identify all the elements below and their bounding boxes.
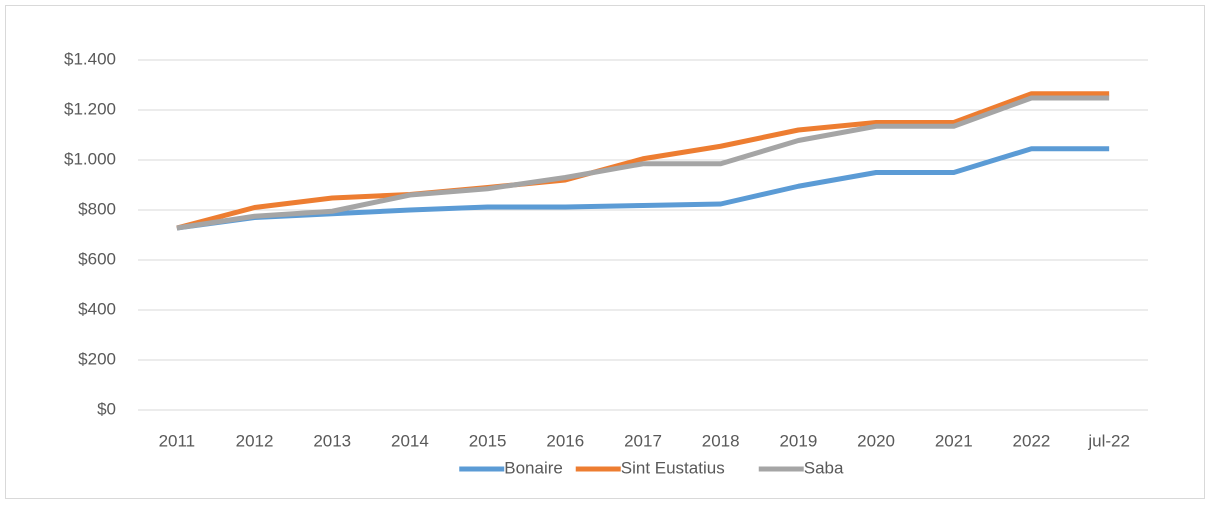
y-tick-label: $400	[78, 299, 116, 318]
y-tick-label: $1.000	[64, 149, 116, 168]
y-tick-label: $600	[78, 249, 116, 268]
x-tick-label: 2015	[469, 431, 507, 450]
y-tick-label: $200	[78, 349, 116, 368]
x-tick-label: jul-22	[1087, 431, 1130, 450]
x-tick-label: 2020	[857, 431, 895, 450]
x-tick-label: 2014	[391, 431, 429, 450]
x-tick-label: 2016	[546, 431, 584, 450]
x-tick-label: 2018	[702, 431, 740, 450]
legend-label: Saba	[804, 458, 844, 477]
x-tick-label: 2022	[1013, 431, 1051, 450]
x-tick-label: 2011	[159, 431, 196, 450]
x-tick-label: 2017	[624, 431, 662, 450]
legend-label: Sint Eustatius	[621, 458, 725, 477]
x-tick-label: 2021	[935, 431, 973, 450]
legend-label: Bonaire	[504, 458, 563, 477]
y-tick-label: $1.200	[64, 99, 116, 118]
y-tick-label: $0	[97, 399, 116, 418]
x-tick-label: 2012	[236, 431, 274, 450]
y-tick-label: $800	[78, 199, 116, 218]
y-tick-label: $1.400	[64, 49, 116, 68]
x-tick-label: 2013	[313, 431, 351, 450]
series-line	[176, 91, 1110, 231]
chart-frame	[5, 5, 1205, 499]
series-line	[176, 95, 1110, 231]
x-tick-label: 2019	[779, 431, 817, 450]
